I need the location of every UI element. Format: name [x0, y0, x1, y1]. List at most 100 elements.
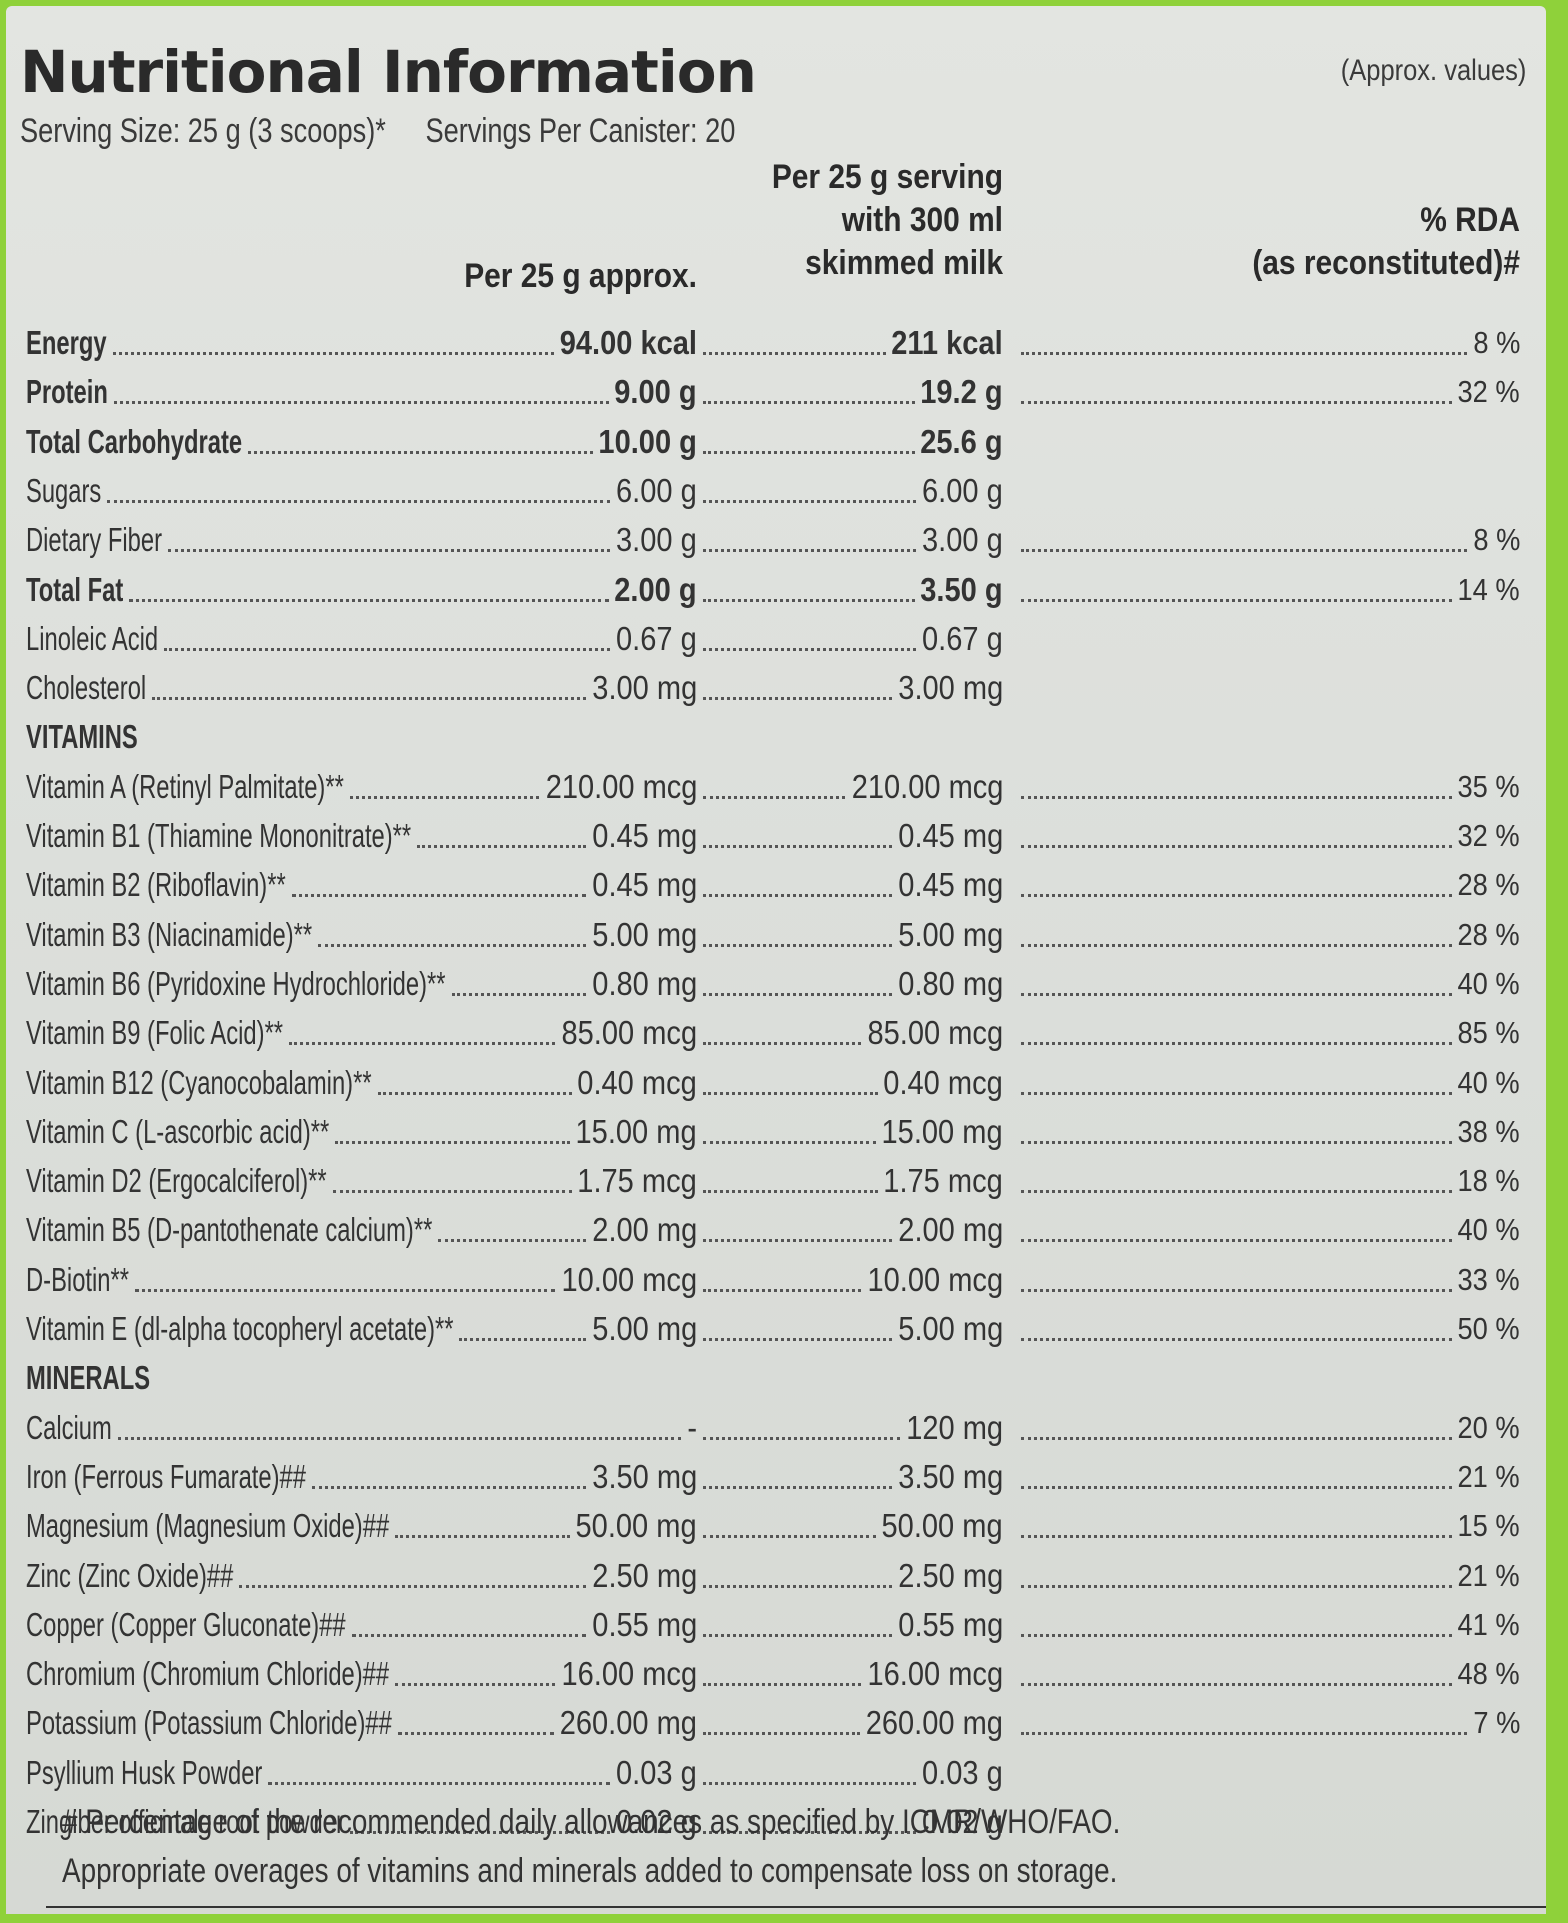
table-row: Calcium - 120 mg 20 %: [6, 1403, 1546, 1452]
dot-leader: [703, 1190, 878, 1194]
dot-leader: [395, 1535, 570, 1539]
table-row: Vitamin C (L-ascorbic acid)** 15.00 mg 15.…: [6, 1107, 1546, 1156]
dot-leader: [113, 401, 609, 405]
table-row: Copper (Copper Gluconate)## 0.55 mg 0.55 m…: [6, 1600, 1546, 1649]
value-rda: 85 %: [1457, 1015, 1520, 1051]
dot-leader: [1021, 549, 1467, 553]
dot-leader: [1021, 1091, 1452, 1095]
dot-leader: [703, 401, 915, 405]
value-rda: 48 %: [1457, 1656, 1520, 1692]
nutrient-label: Linoleic Acid: [26, 619, 159, 657]
table-row: Sugars 6.00 g 6.00 g: [6, 466, 1546, 515]
value-with-milk: 5.00 mg: [898, 1310, 1003, 1347]
dot-leader: [332, 1190, 572, 1194]
value-rda: 40 %: [1457, 965, 1520, 1001]
table-row: Vitamin B12 (Cyanocobalamin)** 0.40 mcg 0.…: [6, 1058, 1546, 1107]
dot-leader: [311, 1485, 587, 1489]
table-row: Vitamin A (Retinyl Palmitate)** 210.00 mc…: [6, 762, 1546, 811]
nutrient-label: D-Biotin**: [26, 1260, 130, 1298]
value-per-25g: 9.00 g: [614, 373, 697, 411]
table-row: Vitamin D2 (Ergocalciferol)** 1.75 mcg 1.7…: [6, 1156, 1546, 1205]
value-with-milk: 3.50 mg: [898, 1457, 1003, 1495]
dot-leader: [703, 894, 893, 898]
nutrient-label: Vitamin B5 (D-pantothenate calcium)**: [26, 1211, 433, 1249]
value-per-25g: 0.45 mg: [592, 817, 697, 854]
dot-leader: [289, 1042, 556, 1046]
table-row: Vitamin B1 (Thiamine Mononitrate)** 0.45 …: [6, 811, 1546, 860]
dot-leader: [1021, 894, 1452, 898]
table-row: Psyllium Husk Powder 0.03 g 0.03 g: [6, 1748, 1546, 1797]
column-header-with-milk: Per 25 g serving with 300 ml skimmed mil…: [771, 158, 1003, 282]
value-with-milk: 0.80 mg: [898, 964, 1003, 1002]
column-header-per-25g: Per 25 g approx.: [464, 257, 697, 295]
value-with-milk: 85.00 mcg: [867, 1014, 1003, 1052]
dot-leader: [1021, 1338, 1452, 1341]
table-row: Vitamin B6 (Pyridoxine Hydrochloride)** 0…: [6, 959, 1546, 1008]
dot-leader: [349, 795, 540, 799]
section-header: VITAMINS: [6, 712, 1546, 761]
value-with-milk: 16.00 mcg: [867, 1655, 1003, 1693]
value-per-25g: 0.02 g: [616, 1803, 697, 1840]
dot-leader: [135, 1288, 556, 1292]
value-rda: 28 %: [1457, 916, 1520, 952]
dot-leader: [703, 1338, 893, 1341]
value-with-milk: 19.2 g: [920, 373, 1003, 411]
dot-leader: [703, 1781, 917, 1785]
dot-leader: [112, 352, 554, 355]
dot-leader: [129, 598, 609, 602]
value-rda: 50 %: [1457, 1311, 1520, 1346]
value-with-milk: 0.45 mg: [898, 817, 1003, 854]
nutrient-label: Vitamin B9 (Folic Acid)**: [26, 1014, 284, 1052]
value-per-25g: 5.00 mg: [592, 1310, 697, 1347]
dot-leader: [1021, 1485, 1452, 1489]
dot-leader: [164, 647, 611, 651]
table-row: Protein 9.00 g 19.2 g 32 %: [6, 367, 1546, 416]
value-per-25g: 16.00 mcg: [561, 1655, 697, 1693]
dot-leader: [168, 549, 611, 553]
dot-leader: [1021, 1683, 1452, 1687]
value-with-milk: 0.45 mg: [898, 866, 1003, 904]
value-rda: 18 %: [1457, 1163, 1520, 1199]
table-row: Iron (Ferrous Fumarate)## 3.50 mg 3.50 mg 2…: [6, 1452, 1546, 1501]
dot-leader: [1021, 795, 1452, 799]
dot-leader: [703, 1436, 901, 1440]
dot-leader: [703, 1732, 860, 1736]
value-per-25g: 15.00 mg: [575, 1112, 697, 1150]
dot-leader: [703, 1091, 878, 1095]
dot-leader: [1021, 1535, 1452, 1539]
nutrient-label: Potassium (Potassium Chloride)##: [26, 1704, 392, 1742]
value-with-milk: 210.00 mcg: [851, 767, 1003, 805]
value-with-milk: 15.00 mg: [881, 1112, 1003, 1150]
value-with-milk: 10.00 mcg: [867, 1260, 1003, 1298]
dot-leader: [703, 549, 917, 553]
nutrient-label: Vitamin B2 (Riboflavin)**: [26, 866, 286, 904]
value-per-25g: 50.00 mg: [575, 1507, 697, 1545]
dot-leader: [377, 1091, 572, 1095]
nutrient-label: Calcium: [26, 1408, 112, 1446]
nutrient-label: Zingiber officinale root powder: [26, 1803, 344, 1840]
value-per-25g: 5.00 mg: [592, 915, 697, 953]
nutrient-label: Cholesterol: [26, 669, 147, 707]
value-per-25g: 3.00 mg: [592, 669, 697, 707]
table-row: Energy 94.00 kcal 211 kcal 8 %: [6, 318, 1546, 367]
value-per-25g: 85.00 mcg: [561, 1014, 697, 1052]
dot-leader: [703, 450, 915, 454]
value-per-25g: -: [687, 1408, 697, 1446]
dot-leader: [1021, 1732, 1467, 1736]
nutrient-label: Vitamin E (dl-alpha tocopheryl acetate)*…: [26, 1310, 454, 1347]
nutrient-label: Copper (Copper Gluconate)##: [26, 1605, 346, 1643]
value-with-milk: 0.55 mg: [898, 1605, 1003, 1643]
nutrient-label: Iron (Ferrous Fumarate)##: [26, 1457, 306, 1495]
nutrient-label: Sugars: [26, 471, 102, 509]
value-with-milk: 0.67 g: [922, 619, 1003, 657]
value-with-milk: 0.02 g: [922, 1803, 1003, 1840]
dot-leader: [335, 1140, 570, 1144]
serving-info: Serving Size: 25 g (3 scoops)* Servings …: [20, 112, 767, 151]
footnotes: # Percentage of the recommended daily al…: [62, 1798, 1120, 1896]
dot-leader: [703, 697, 893, 701]
value-with-milk: 25.6 g: [920, 422, 1003, 460]
value-rda: 15 %: [1457, 1508, 1520, 1544]
value-with-milk: 120 mg: [906, 1408, 1003, 1446]
dot-leader: [703, 647, 917, 651]
value-rda: 20 %: [1457, 1409, 1520, 1445]
